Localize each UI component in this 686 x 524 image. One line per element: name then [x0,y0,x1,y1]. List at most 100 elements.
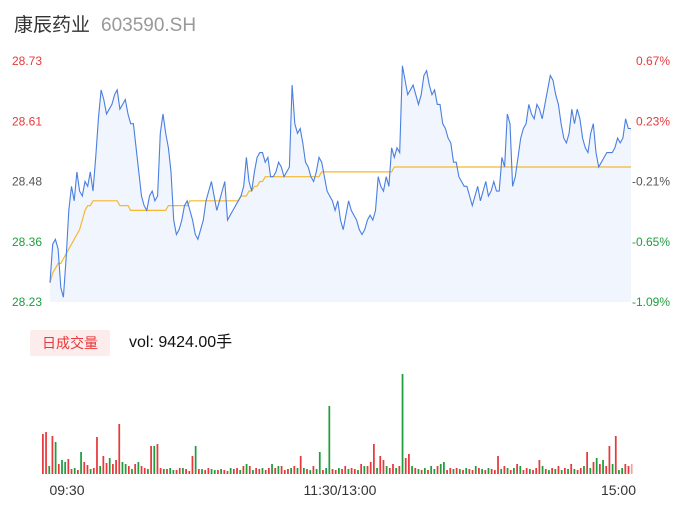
volume-bar [586,452,589,474]
volume-bar [108,458,111,474]
percent-tick-label: 0.23% [636,114,670,128]
volume-bar [541,466,544,474]
volume-bar [563,468,566,474]
time-tick-label: 11:30/13:00 [304,482,377,498]
volume-bar [115,460,117,474]
volume-bar [360,464,363,474]
volume-bar [236,468,238,474]
volume-panel [42,374,633,474]
volume-bar [532,470,534,474]
volume-bar [528,469,531,474]
volume-bar [45,432,47,474]
volume-bar [369,462,372,474]
volume-bar [436,466,439,474]
volume-bar [478,468,480,474]
volume-bar [548,470,550,474]
volume-bar [143,468,146,474]
volume-bar [207,468,210,474]
volume-bar [579,468,582,474]
volume-bar [315,469,318,474]
volume-bar [443,462,445,474]
volume-bar [417,469,420,474]
volume-bar [92,468,95,474]
volume-bar [513,468,515,474]
volume-bar [137,462,140,474]
volume-bar [322,470,324,474]
volume-bar [80,452,82,474]
volume-bar [560,470,563,474]
volume-bar [458,469,461,474]
volume-bar [70,469,73,474]
volume-bar [86,465,89,474]
volume-bar [602,460,604,474]
volume-bar [497,456,499,474]
volume-bar [544,469,547,474]
volume-bar [150,446,152,474]
volume-bar [89,469,92,474]
volume-bar [481,469,483,474]
volume-bar [188,471,191,474]
volume-bar [267,468,270,474]
volume-bar [624,464,627,474]
volume-bar [112,464,114,474]
volume-bar [248,466,251,474]
volume-bar [261,468,264,474]
volume-bar [51,436,54,474]
volume-bar [67,459,70,474]
volume-bar [420,470,423,474]
percent-tick-label: -0.65% [632,235,670,249]
volume-bar [408,454,410,474]
volume-bar [471,470,474,474]
volume-bar [573,469,576,474]
volume-bar [455,468,458,474]
volume-bar [309,470,312,474]
volume-bar [462,470,464,474]
price-axis-labels: 28.73 0.67% 28.61 0.23% 28.48 -0.21% 28.36 -0.6… [12,54,670,309]
volume-bar [159,468,162,474]
volume-bar [274,468,277,474]
volume-bar [341,469,343,474]
volume-bar [446,470,448,474]
volume-bar [509,470,512,474]
volume-bar [312,466,315,474]
volume-bar [99,466,102,474]
volume-bar [334,470,337,474]
volume-bar [465,468,468,474]
volume-bar [283,470,286,474]
volume-bar [427,470,429,474]
volume-bar [538,460,541,474]
volume-bar [373,444,375,474]
volume-bar [350,468,353,474]
volume-bar [608,446,611,474]
volume-bar [500,469,503,474]
volume-bar [127,466,130,474]
volume-bar [627,466,630,474]
volume-bar [258,469,261,474]
price-tick-label: 28.23 [12,295,42,309]
volume-bar [433,469,436,474]
volume-bar [296,468,299,474]
volume-badge [30,330,110,356]
volume-bar [398,466,401,474]
volume-bar [395,468,398,474]
volume-bar [140,466,143,474]
volume-bar [589,468,592,474]
volume-bar [344,466,347,474]
volume-bar [172,470,175,474]
volume-bar [490,469,493,474]
volume-bar [570,464,573,474]
volume-bar [252,470,254,474]
volume-bar [487,468,490,474]
volume-bar [484,470,487,474]
volume-bar [503,466,506,474]
volume-bar [147,469,149,474]
volume-bar [102,456,105,474]
volume-bar [290,468,293,474]
volume-bar [280,466,283,474]
volume-bar [134,464,137,474]
volume-bar [605,466,608,474]
volume-bar [519,466,522,474]
volume-bar [423,468,426,474]
volume-bar [557,466,560,474]
stock-name: 康辰药业 [14,14,90,36]
